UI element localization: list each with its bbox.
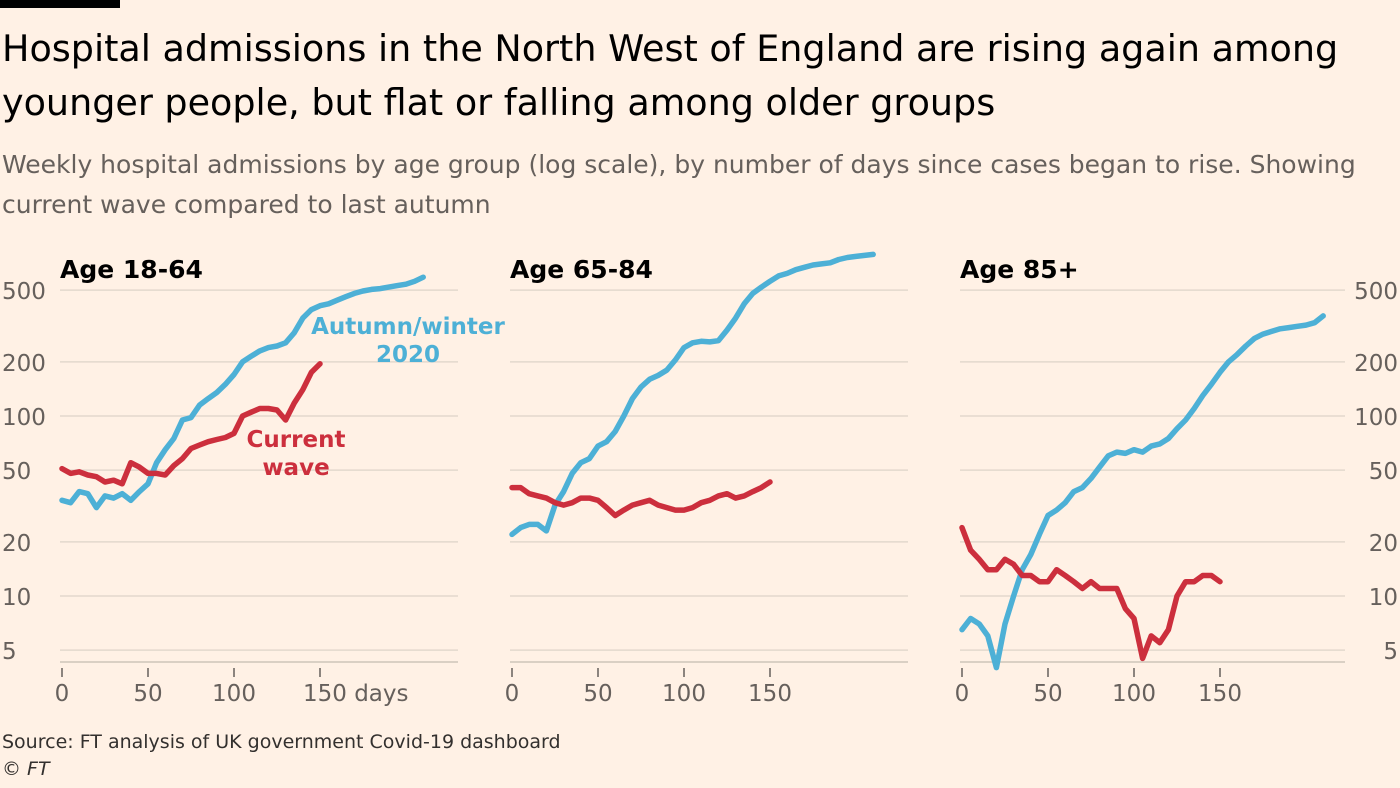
chart-subtitle: Weekly hospital admissions by age group … <box>2 150 1356 219</box>
panel-3-x-tick-label: 0 <box>955 681 970 707</box>
panel-1-y-tick-label: 5 <box>2 639 17 665</box>
copyright-credit: © FT <box>2 758 50 780</box>
panel-1-autumn-annotation: 2020 <box>376 342 440 368</box>
panel-3-y-tick-label: 50 <box>1369 459 1398 485</box>
panel-3-autumn-line <box>959 313 1326 671</box>
panel-1-y-tick-label: 500 <box>2 279 46 305</box>
source-note: Source: FT analysis of UK government Cov… <box>2 731 561 753</box>
panel-2-title: Age 65-84 <box>510 255 653 284</box>
panel-1-autumn-line <box>59 274 426 511</box>
panel-3-y-tick-label: 20 <box>1369 531 1398 557</box>
panel-1-x-tick-label: 100 <box>212 681 256 707</box>
panel-1-current-line <box>59 361 323 487</box>
panel-2-x-tick-label: 50 <box>583 681 612 707</box>
ft-brand-bar <box>0 0 120 8</box>
panel-3-y-tick-label: 500 <box>1354 279 1398 305</box>
panel-3-x-tick-label: 50 <box>1033 681 1062 707</box>
panel-1-autumn-annotation: Autumn/winter <box>311 314 505 340</box>
panel-1-current-annotation: Current <box>247 427 346 453</box>
panel-3-y-tick-label: 10 <box>1369 585 1398 611</box>
panel-3-x-tick-label: 150 <box>1198 681 1242 707</box>
panel-2-x-tick-label: 0 <box>505 681 520 707</box>
panel-3-x-tick-label: 100 <box>1112 681 1156 707</box>
panel-2-current-line <box>509 479 773 519</box>
panel-2-autumn-line <box>509 251 876 538</box>
panel-1-y-tick-label: 20 <box>2 531 31 557</box>
panel-1-y-tick-label: 200 <box>2 351 46 377</box>
panel-1-y-tick-label: 100 <box>2 405 46 431</box>
panel-1-x-tick-label: 50 <box>133 681 162 707</box>
panel-1-x-tick-label: 150 days <box>303 681 409 707</box>
panel-2-x-tick-label: 100 <box>662 681 706 707</box>
panel-3-y-tick-label: 5 <box>1383 639 1398 665</box>
chart-title: Hospital admissions in the North West of… <box>2 27 1339 124</box>
panel-3-current-line <box>959 524 1223 662</box>
panel-1-x-tick-label: 0 <box>55 681 70 707</box>
panel-1-y-tick-label: 50 <box>2 459 31 485</box>
panel-3-y-tick-label: 100 <box>1354 405 1398 431</box>
panel-1-title: Age 18-64 <box>60 255 203 284</box>
panel-2-x-tick-label: 150 <box>748 681 792 707</box>
panel-1-y-tick-label: 10 <box>2 585 31 611</box>
panel-3-y-tick-label: 200 <box>1354 351 1398 377</box>
panel-1-current-annotation: wave <box>262 455 329 481</box>
panel-3-title: Age 85+ <box>960 255 1079 284</box>
